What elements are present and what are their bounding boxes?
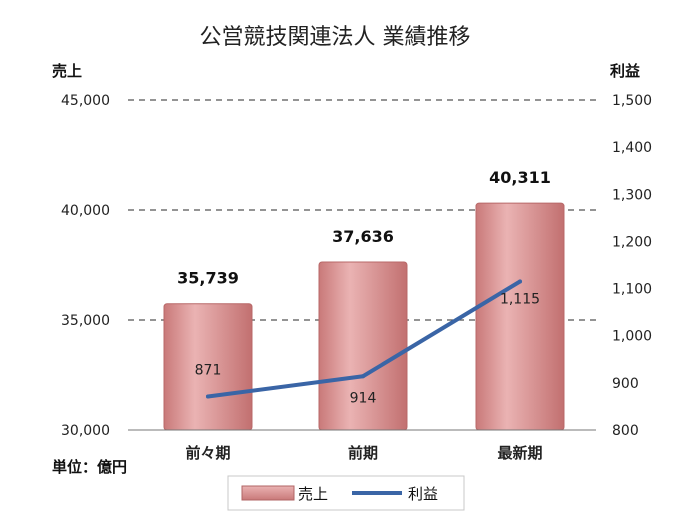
bar-value-labels: 35,739 37,636 40,311 [177,168,551,288]
right-tick-label: 800 [612,423,639,439]
left-tick-label: 30,000 [61,423,110,439]
legend-bar-swatch [241,485,295,501]
legend-bar-label: 売上 [298,485,328,503]
category-label: 前期 [348,444,378,462]
bar-value-label: 40,311 [489,168,551,187]
line-point [206,394,210,399]
right-tick-label: 1,100 [612,282,652,298]
right-tick-label: 1,000 [612,329,652,345]
left-axis-ticks: 30,000 35,000 40,000 45,000 [61,93,110,439]
chart-title: 公営競技関連法人 業績推移 [200,25,471,50]
line-value-label: 871 [195,363,222,379]
left-axis-title: 売上 [52,62,82,80]
line-point [361,374,365,379]
bar [475,202,565,431]
left-tick-label: 35,000 [61,313,110,329]
bar-value-label: 37,636 [332,227,394,246]
right-axis-ticks: 800 900 1,000 1,100 1,200 1,300 1,400 1,500 [612,93,652,439]
category-label: 前々期 [185,444,230,462]
right-tick-label: 1,200 [612,234,652,250]
line-series [206,279,522,399]
right-tick-label: 1,500 [612,93,652,109]
legend: 売上 利益 [227,475,465,511]
line-value-label: 1,115 [500,292,540,308]
right-tick-label: 1,300 [612,187,652,203]
category-label: 最新期 [497,444,542,462]
line-point [518,279,522,284]
unit-note: 単位：億円 [52,458,127,476]
bar-value-label: 35,739 [177,269,239,288]
line-value-labels: 871 914 1,115 [195,292,540,407]
right-tick-label: 900 [612,376,639,392]
bar-series [163,202,565,431]
legend-line-label: 利益 [408,485,438,503]
left-tick-label: 40,000 [61,203,110,219]
right-axis-title: 利益 [610,62,640,80]
left-tick-label: 45,000 [61,93,110,109]
right-tick-label: 1,400 [612,140,652,156]
category-labels: 前々期 前期 最新期 [185,444,542,462]
line-value-label: 914 [350,390,377,406]
